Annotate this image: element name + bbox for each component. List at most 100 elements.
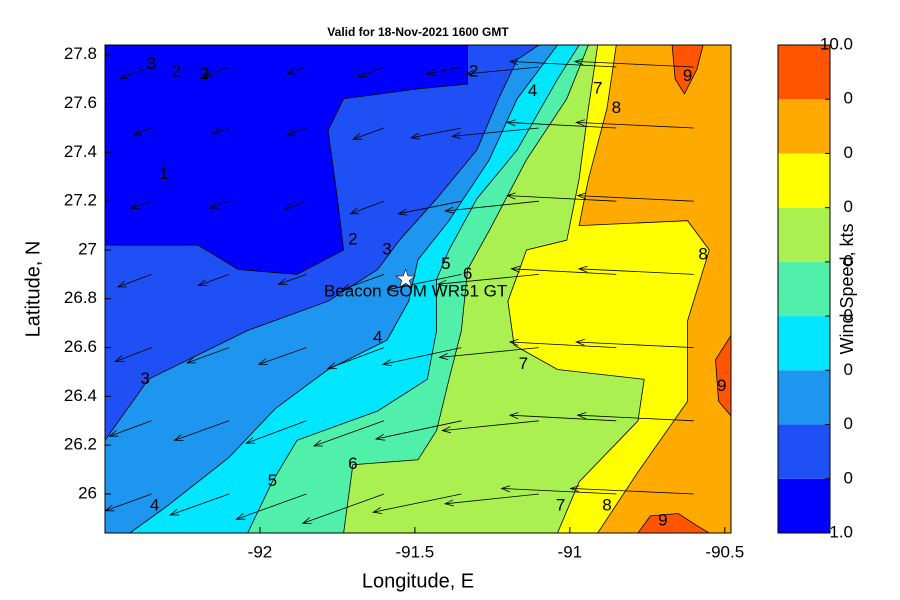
wind-vector bbox=[277, 274, 307, 285]
wind-vector bbox=[312, 420, 385, 447]
colorbar-band bbox=[778, 424, 830, 479]
colorbar-tick-label: 0 bbox=[844, 197, 853, 216]
colorbar-tick-label: 0 bbox=[844, 89, 853, 108]
contour-label: 5 bbox=[441, 254, 450, 273]
wind-vector bbox=[409, 127, 462, 140]
colorbar-band bbox=[778, 261, 830, 317]
wind-vector bbox=[575, 338, 694, 348]
wind-vector bbox=[202, 66, 230, 78]
station-label: Beacon GOM WR51 GT bbox=[324, 282, 507, 301]
contour-region bbox=[578, 45, 731, 533]
contour-label: 8 bbox=[602, 496, 611, 515]
wind-vector bbox=[185, 347, 230, 364]
contour-label: 1 bbox=[159, 164, 168, 183]
chart-title: Valid for 18-Nov-2021 1600 GMT bbox=[327, 25, 509, 39]
wind-vector bbox=[372, 493, 462, 514]
wind-vector bbox=[285, 127, 307, 136]
contour-label: 9 bbox=[683, 66, 692, 85]
contour-label: 4 bbox=[150, 496, 159, 515]
wind-vector bbox=[397, 200, 462, 216]
y-tick-label: 26.8 bbox=[64, 288, 97, 307]
contour-label: 8 bbox=[612, 98, 621, 117]
contour-label: 2 bbox=[469, 61, 478, 80]
colorbar-band bbox=[778, 153, 830, 208]
contour-label: 7 bbox=[593, 78, 602, 97]
wind-vector bbox=[464, 66, 539, 77]
wind-vector bbox=[301, 493, 385, 524]
wind-vector bbox=[573, 58, 694, 68]
wind-vector bbox=[577, 265, 694, 275]
colorbar-band bbox=[778, 370, 830, 425]
wind-vector bbox=[282, 200, 307, 211]
contour-label: 4 bbox=[373, 327, 382, 346]
y-tick-label: 27.4 bbox=[64, 142, 97, 161]
wind-vector bbox=[118, 66, 152, 79]
x-tick-label: -91 bbox=[558, 542, 583, 561]
contour-label: 5 bbox=[268, 471, 277, 490]
wind-vector bbox=[505, 119, 617, 129]
colorbar-tick-label: 1.0 bbox=[829, 522, 853, 541]
contour-label: 2 bbox=[199, 64, 208, 83]
wind-vector bbox=[438, 347, 539, 360]
wind-vector bbox=[108, 420, 152, 437]
y-tick-label: 26.2 bbox=[64, 435, 97, 454]
wind-vector bbox=[326, 347, 385, 370]
station-marker bbox=[395, 268, 416, 289]
wind-vector bbox=[576, 412, 694, 422]
wind-vector bbox=[129, 200, 152, 209]
contour-label: 6 bbox=[348, 454, 357, 473]
wind-vector bbox=[173, 420, 230, 441]
wind-vector bbox=[211, 127, 230, 135]
wind-vector bbox=[508, 412, 617, 422]
wind-vector bbox=[505, 192, 617, 202]
contour-region bbox=[637, 513, 711, 533]
wind-vector bbox=[425, 66, 462, 76]
colorbar-tick-label: 0 bbox=[844, 251, 853, 270]
contour-label: 2 bbox=[172, 61, 181, 80]
wind-vector bbox=[208, 200, 230, 209]
y-axis-label: Latitude, N bbox=[22, 241, 44, 338]
contour-label: 7 bbox=[519, 354, 528, 373]
plot-frame bbox=[104, 44, 732, 534]
contour-label: 7 bbox=[556, 496, 565, 515]
colorbar-tick-label: 0 bbox=[844, 306, 853, 325]
colorbar-band bbox=[778, 45, 830, 100]
wind-vector bbox=[257, 347, 307, 365]
wind-vector bbox=[443, 493, 539, 507]
y-tick-label: 26 bbox=[78, 483, 97, 502]
x-axis-label: Longitude, E bbox=[362, 570, 474, 592]
wind-vector bbox=[245, 420, 307, 444]
colorbar-band bbox=[778, 207, 830, 262]
contour-label: 6 bbox=[463, 264, 472, 283]
colorbar-tick-label: 0 bbox=[844, 143, 853, 162]
contour-label: 9 bbox=[658, 510, 667, 529]
wind-vector bbox=[443, 200, 539, 214]
wind-vector bbox=[340, 274, 385, 291]
colorbar-band bbox=[778, 99, 830, 154]
wind-vector bbox=[508, 58, 617, 68]
colorbar-band bbox=[778, 478, 830, 533]
wind-vector bbox=[450, 127, 539, 139]
contour-label: 2 bbox=[348, 230, 357, 249]
contour-label: 8 bbox=[698, 244, 707, 263]
x-tick-label: -92 bbox=[248, 542, 273, 561]
wind-vector bbox=[285, 66, 307, 75]
y-tick-label: 27.2 bbox=[64, 191, 97, 210]
y-tick-label: 26.4 bbox=[64, 386, 97, 405]
wind-vector bbox=[510, 265, 617, 275]
wind-vector bbox=[197, 274, 230, 286]
contour-label: 9 bbox=[717, 376, 726, 395]
wind-vector bbox=[576, 192, 694, 202]
wind-vector bbox=[132, 127, 152, 136]
y-tick-label: 26.6 bbox=[64, 337, 97, 356]
x-tick-label: -91.5 bbox=[396, 542, 435, 561]
colorbar-frame bbox=[777, 44, 831, 534]
wind-vector bbox=[352, 127, 385, 140]
y-tick-label: 27 bbox=[78, 239, 97, 258]
wind-vector bbox=[349, 200, 385, 215]
colorbar-label: Wind Speed, kts bbox=[837, 223, 857, 354]
wind-vector bbox=[569, 485, 694, 495]
wind-vector bbox=[500, 485, 617, 495]
